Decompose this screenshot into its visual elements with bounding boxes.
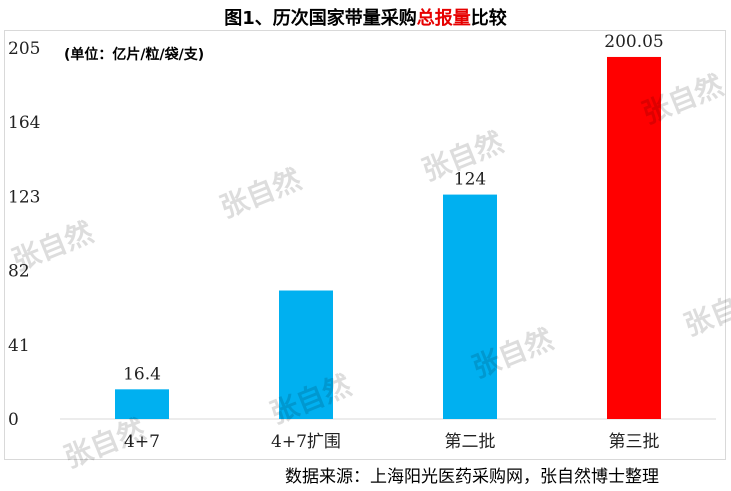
unit-note: (单位：亿片/粒/袋/支): [64, 47, 205, 63]
chart-title-end: 比较: [470, 8, 507, 29]
chart-frame: [4, 30, 726, 460]
data-label: 16.4: [123, 364, 161, 384]
data-label: 200.05: [604, 32, 663, 52]
chart-title-highlight: 总报量: [416, 8, 471, 29]
source-note: 数据来源：上海阳光医药采购网，张自然博士整理: [285, 467, 659, 487]
x-tick-label: 第三批: [609, 432, 660, 452]
data-label: 124: [454, 170, 486, 190]
x-tick-label: 4+7: [124, 432, 160, 452]
y-tick-label: 0: [8, 410, 19, 430]
bar-3: [607, 56, 661, 420]
x-tick-label: 4+7扩围: [271, 432, 341, 452]
y-tick-label: 41: [8, 336, 30, 356]
y-tick-label: 123: [8, 187, 40, 207]
bar-0: [115, 389, 169, 419]
bar-2: [443, 194, 497, 419]
x-tick-label: 第二批: [445, 432, 496, 452]
chart-title: 图1、历次国家带量采购总报量比较: [0, 4, 731, 30]
y-tick-label: 205: [8, 39, 40, 59]
chart-title-main: 图1、历次国家带量采购: [224, 8, 417, 29]
bar-1: [279, 290, 333, 419]
y-tick-label: 164: [8, 113, 40, 133]
y-tick-label: 82: [8, 262, 30, 282]
